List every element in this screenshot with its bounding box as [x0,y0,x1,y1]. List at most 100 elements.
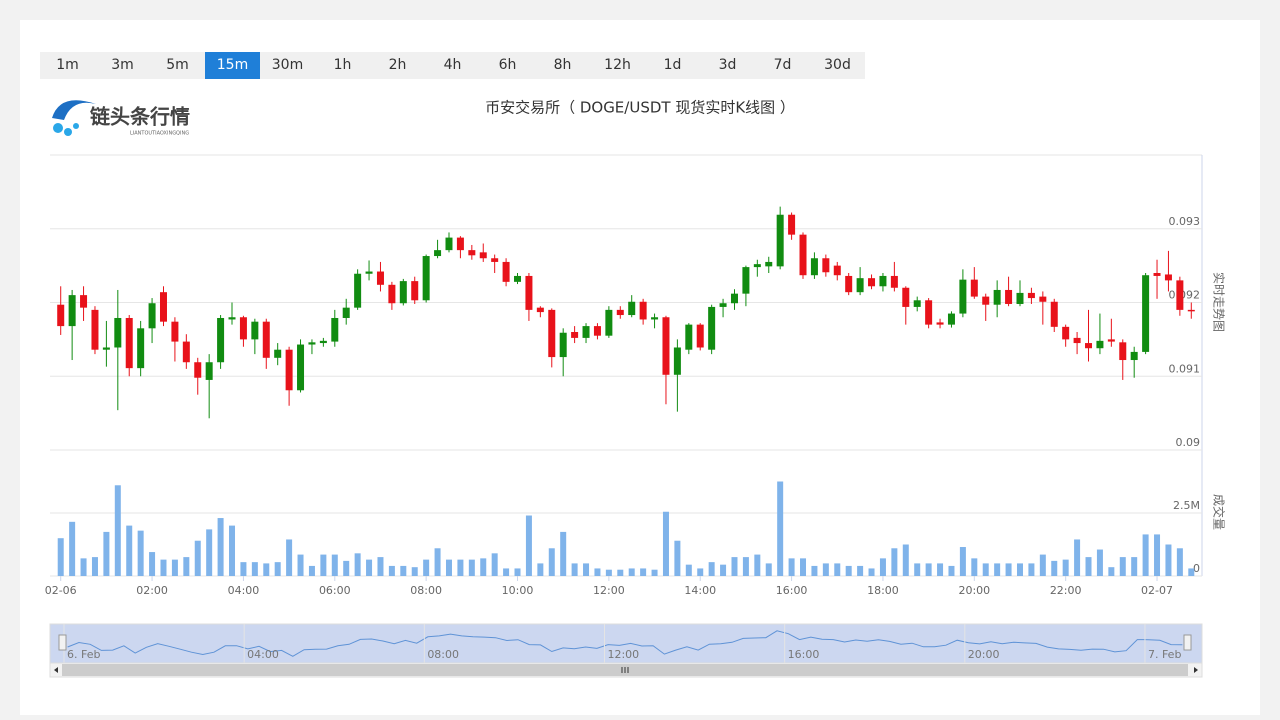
candle-body [468,250,476,256]
volume-bar [468,559,475,576]
candle-body [1073,337,1081,344]
interval-tab[interactable]: 2h [388,57,407,73]
candle-body [57,304,65,327]
volume-bar [1062,559,1069,576]
candle-body [331,317,339,342]
volume-bar [457,559,464,576]
interval-tab[interactable]: 1d [663,57,682,73]
candle-body [1085,343,1093,349]
candle-body [833,265,841,276]
volume-bar [994,563,1001,576]
volume-bar [674,540,681,576]
volume-bar [274,562,281,576]
volume-bar [811,565,818,576]
navigator-line [67,630,1183,657]
volume-bar [937,563,944,576]
volume-bar [742,557,749,576]
interval-tab[interactable]: 15m [205,52,260,79]
logo-dot [53,123,63,133]
candle-body [1096,340,1104,349]
interval-tab[interactable]: 30d [824,57,851,73]
candle-body [297,344,305,391]
candle-body [890,275,898,288]
y-tick-label: 0.092 [1169,289,1201,302]
candle-body [319,340,327,344]
volume-bar [91,557,98,576]
candle-body [993,289,1001,305]
logo-mark [52,100,96,120]
volume-bar [503,568,510,576]
x-tick-label: 18:00 [867,584,899,597]
interval-tab[interactable]: 30m [271,57,304,73]
interval-tab[interactable]: 4h [443,57,462,73]
candle-body [559,332,567,358]
volume-bar [697,568,704,576]
volume-bar [548,548,555,576]
volume-bar [708,562,715,576]
x-tick-label: 20:00 [958,584,990,597]
volume-bar [1142,534,1149,576]
volume-bar [491,553,498,576]
interval-tab[interactable]: 8h [553,57,572,73]
navigator-handle[interactable] [1183,634,1192,651]
volume-bar [251,562,258,576]
interval-tab[interactable]: 3m [111,57,134,73]
volume-bar [845,565,852,576]
volume-bar [651,569,658,576]
interval-tab[interactable]: 6h [498,57,517,73]
interval-tab[interactable]: 1m [56,57,79,73]
volume-bar [971,558,978,576]
volume-bar [1131,557,1138,576]
y-axis-label: 实时走势图 [1212,272,1227,332]
x-tick-label: 06:00 [319,584,351,597]
navigator-label: 6. Feb [67,648,100,661]
volume-bar [377,557,384,576]
x-tick-label: 02-07 [1141,584,1173,597]
x-tick-label: 02-06 [45,584,77,597]
volume-bar [1028,563,1035,576]
volume-bar [286,539,293,576]
candle-body [456,237,464,251]
candle-body [491,258,499,262]
volume-bar [571,563,578,576]
navigator-label: 7. Feb [1148,648,1181,661]
interval-tab[interactable]: 12h [604,57,631,73]
candle-body [822,258,830,273]
volume-bar [434,548,441,576]
candle-body [719,303,727,307]
volume-bar [331,554,338,576]
candle-body [411,281,419,301]
candle-body [251,321,259,340]
volume-bar [171,559,178,576]
volume-bar [902,544,909,576]
candle-body [571,332,579,338]
candle-body [148,303,156,329]
volume-bar [1096,549,1103,576]
candle-body [902,287,910,307]
volume-bar [891,548,898,576]
candle-body [182,341,190,363]
candle-body [285,349,293,391]
interval-tab[interactable]: 1h [333,57,352,73]
candle-body [1027,292,1035,299]
volume-bar [982,563,989,576]
y-tick-label: 0.091 [1169,362,1201,375]
candle-body [91,309,99,350]
interval-tab[interactable]: 7d [773,57,792,73]
x-tick-label: 10:00 [502,584,534,597]
volume-bar [731,557,738,576]
candle-body [239,317,247,340]
volume-bar [320,554,327,576]
candle-body [673,347,681,375]
candle-body [434,250,442,257]
candle-body [616,309,624,316]
candle-body [137,328,145,369]
volume-bar [388,565,395,576]
interval-tab[interactable]: 5m [166,57,189,73]
logo-dot [73,123,79,129]
volume-bar [1016,563,1023,576]
interval-tab[interactable]: 3d [718,57,737,73]
navigator-handle[interactable] [58,634,67,651]
candle-body [342,307,350,318]
candle-body [159,292,167,322]
